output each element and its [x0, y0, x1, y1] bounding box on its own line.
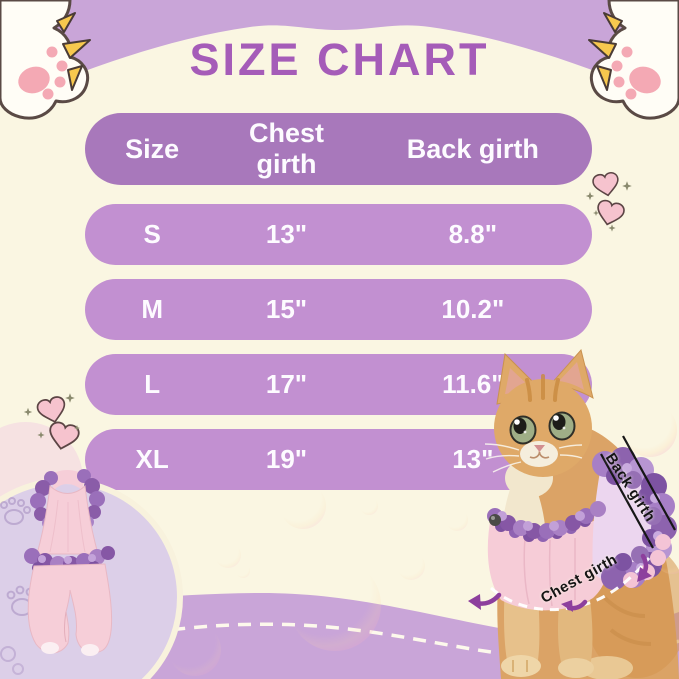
cell-chest: 15"	[265, 294, 308, 324]
cell-back: 10.2"	[441, 294, 505, 324]
cell-chest: 13"	[265, 219, 308, 249]
back-girth-lines	[600, 435, 676, 549]
whiskers	[484, 443, 583, 473]
header-cell-back: Back girth	[406, 133, 539, 164]
bubble-icon	[215, 542, 241, 568]
cell-size: XL	[135, 444, 169, 474]
bubble-icon	[360, 497, 378, 515]
paw-icon	[0, 0, 91, 120]
cell-size: M	[141, 294, 163, 324]
header-cell-chest: Chest girth	[249, 118, 325, 179]
bubble-icon	[655, 540, 679, 574]
header-cell-size: Size	[125, 133, 180, 164]
table-row-m: M 15" 10.2"	[85, 279, 592, 340]
cell-back: 11.6"	[442, 369, 504, 399]
cell-chest: 17"	[265, 369, 308, 399]
bubble-icon	[623, 403, 677, 457]
corner-paws	[0, 0, 679, 120]
bubble-icon	[280, 483, 326, 529]
cat-photo	[468, 348, 679, 679]
arrow-heads	[468, 567, 652, 612]
clasp	[489, 514, 501, 526]
bubble-icon	[236, 564, 250, 578]
cell-chest: 19"	[265, 444, 308, 474]
chest-dashed-line	[490, 557, 651, 612]
bubble-icon	[169, 624, 221, 676]
cell-size: L	[144, 369, 161, 399]
table-row-s: S 13" 8.8"	[85, 204, 592, 265]
table-header-row: Size Chest girth Back girth	[85, 113, 592, 185]
spark-icon	[56, 12, 91, 91]
page-title: SIZE CHART	[189, 34, 490, 85]
cell-back: 8.8"	[448, 219, 498, 249]
top-wave	[0, 0, 679, 104]
bubble-icon	[446, 509, 468, 531]
ring-decor	[0, 646, 24, 675]
paw-pads	[18, 46, 68, 100]
cell-size: S	[143, 219, 161, 249]
garment-illustration	[24, 469, 115, 656]
bubble-icon	[289, 559, 381, 651]
bubble-icon	[397, 552, 425, 580]
